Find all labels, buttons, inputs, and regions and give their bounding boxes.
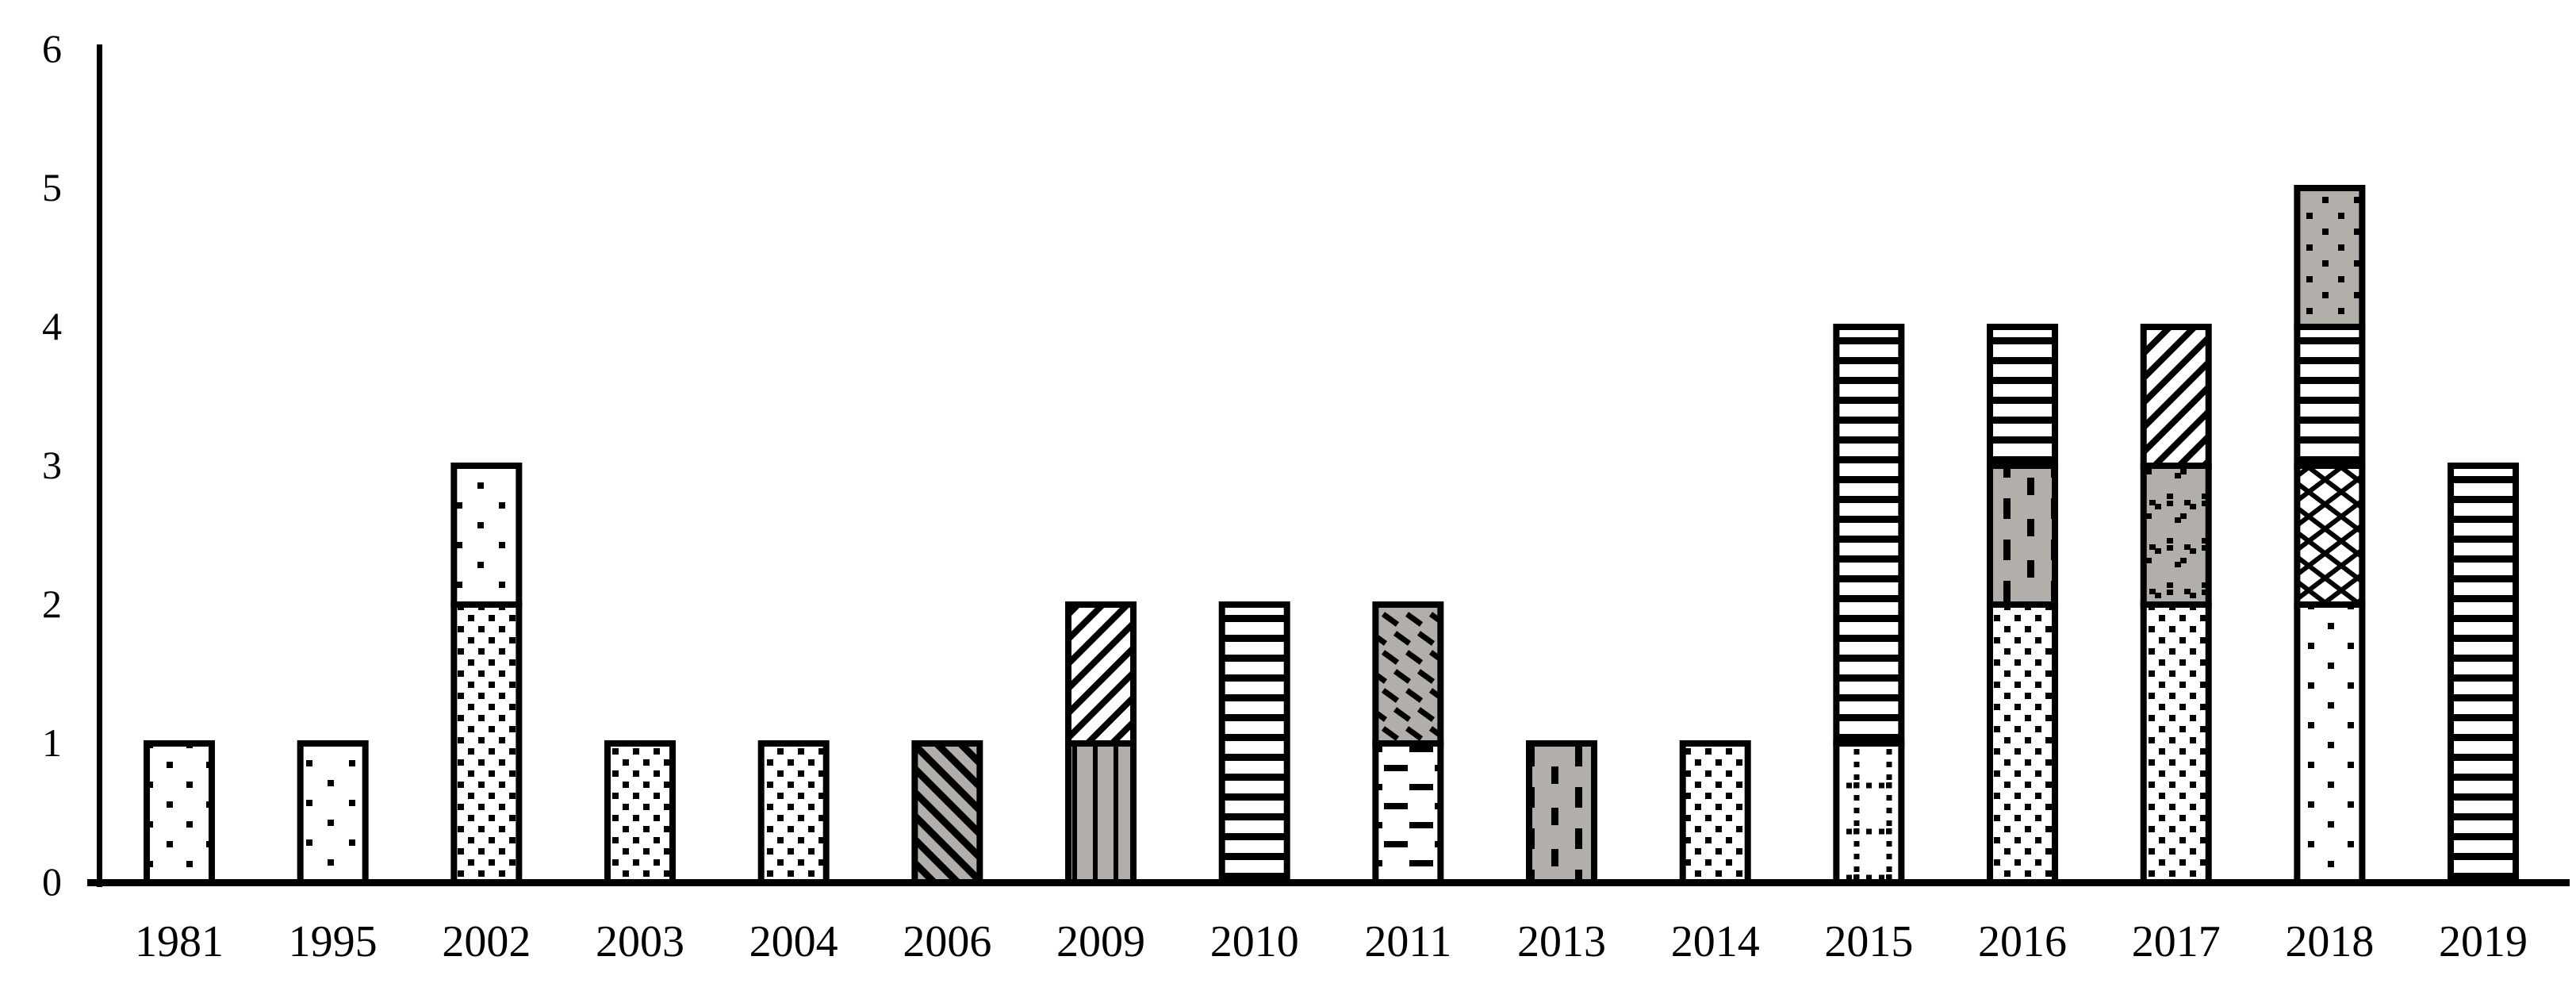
y-axis-tick-label: 0 xyxy=(42,859,62,904)
bar-segment-gray-diagonal-dashes xyxy=(1372,601,1444,747)
x-axis-tick-label: 2013 xyxy=(1517,917,1606,966)
x-axis-tick-label: 2014 xyxy=(1671,917,1760,966)
x-axis-tick-label: 2017 xyxy=(2132,917,2221,966)
bar-segment-horizontal-lines xyxy=(2294,324,2366,469)
bar-2018 xyxy=(2294,185,2366,885)
bar-segment-gray-diagonal-stripes xyxy=(911,740,983,885)
bar-segment-white-horizontal-dashes xyxy=(1372,740,1444,885)
bar-segment-horizontal-lines xyxy=(2448,463,2520,885)
bar-2017 xyxy=(2140,324,2212,885)
bar-segment-dots-dense xyxy=(757,740,830,885)
bar-segment-dots-dense xyxy=(1679,740,1751,885)
bar-segment-dotted-grid xyxy=(1833,740,1905,885)
bar-segment-horizontal-lines xyxy=(1218,601,1290,885)
y-axis-tick-label: 4 xyxy=(42,304,62,348)
bar-2006 xyxy=(911,740,983,885)
x-axis-tick-label: 1995 xyxy=(289,917,378,966)
bar-2003 xyxy=(604,740,677,885)
bar-segment-gray-speckle xyxy=(2140,463,2212,608)
x-axis-tick-label: 2016 xyxy=(1978,917,2067,966)
bar-segment-gray-vertical-stripes xyxy=(1065,740,1137,885)
bar-segment-dots-medium xyxy=(450,463,523,608)
y-axis-line xyxy=(97,44,102,887)
bar-segment-diamond-crosshatch xyxy=(2294,463,2366,608)
bar-2016 xyxy=(1987,324,2059,885)
x-axis-tick-label: 2002 xyxy=(442,917,531,966)
bar-segment-dots-dense xyxy=(450,601,523,885)
bar-segment-dots-dense xyxy=(1987,601,2059,885)
x-axis-line xyxy=(87,879,2570,886)
x-axis-tick-label: 2019 xyxy=(2439,917,2528,966)
y-axis-tick-label: 6 xyxy=(42,26,62,71)
bar-segment-gray-dots xyxy=(2294,185,2366,330)
bar-1981 xyxy=(144,740,215,885)
bar-segment-dots-sparse xyxy=(2294,601,2366,885)
bar-segment-dots-dense xyxy=(604,740,677,885)
bar-2013 xyxy=(1526,740,1598,885)
x-axis-tick-label: 2015 xyxy=(1824,917,1913,966)
x-axis-tick-label: 2018 xyxy=(2285,917,2374,966)
y-axis-tick-label: 5 xyxy=(42,165,62,209)
x-axis-tick-label: 2004 xyxy=(749,917,838,966)
y-axis-tick-label: 2 xyxy=(42,582,62,626)
bar-1995 xyxy=(297,740,369,885)
x-axis-tick-label: 2010 xyxy=(1210,917,1299,966)
bar-2002 xyxy=(450,463,523,885)
x-axis-tick-label: 1981 xyxy=(135,917,224,966)
bar-2015 xyxy=(1833,324,1905,885)
bar-2014 xyxy=(1679,740,1751,885)
bar-2019 xyxy=(2448,463,2520,885)
bar-segment-dots-sparse xyxy=(144,740,215,885)
x-axis-tick-label: 2006 xyxy=(903,917,991,966)
x-axis-tick-label: 2011 xyxy=(1364,917,1451,966)
bar-segment-dots-medium xyxy=(297,740,369,885)
bar-segment-white-diagonal-stripes xyxy=(1065,601,1137,747)
y-axis-tick-label: 3 xyxy=(42,443,62,487)
bar-2009 xyxy=(1065,601,1137,885)
y-axis-tick-label: 1 xyxy=(42,720,62,765)
bar-2010 xyxy=(1218,601,1290,885)
bar-segment-horizontal-lines xyxy=(1833,324,1905,747)
bar-2011 xyxy=(1372,601,1444,885)
bar-segment-white-diagonal-stripes xyxy=(2140,324,2212,469)
bar-segment-gray-vertical-dashes xyxy=(1526,740,1598,885)
bar-2004 xyxy=(757,740,830,885)
x-axis-tick-label: 2003 xyxy=(596,917,684,966)
x-axis-tick-label: 2009 xyxy=(1056,917,1145,966)
bar-segment-horizontal-lines xyxy=(1987,324,2059,469)
bar-segment-gray-vertical-dashes xyxy=(1987,463,2059,608)
bar-segment-dots-dense xyxy=(2140,601,2212,885)
